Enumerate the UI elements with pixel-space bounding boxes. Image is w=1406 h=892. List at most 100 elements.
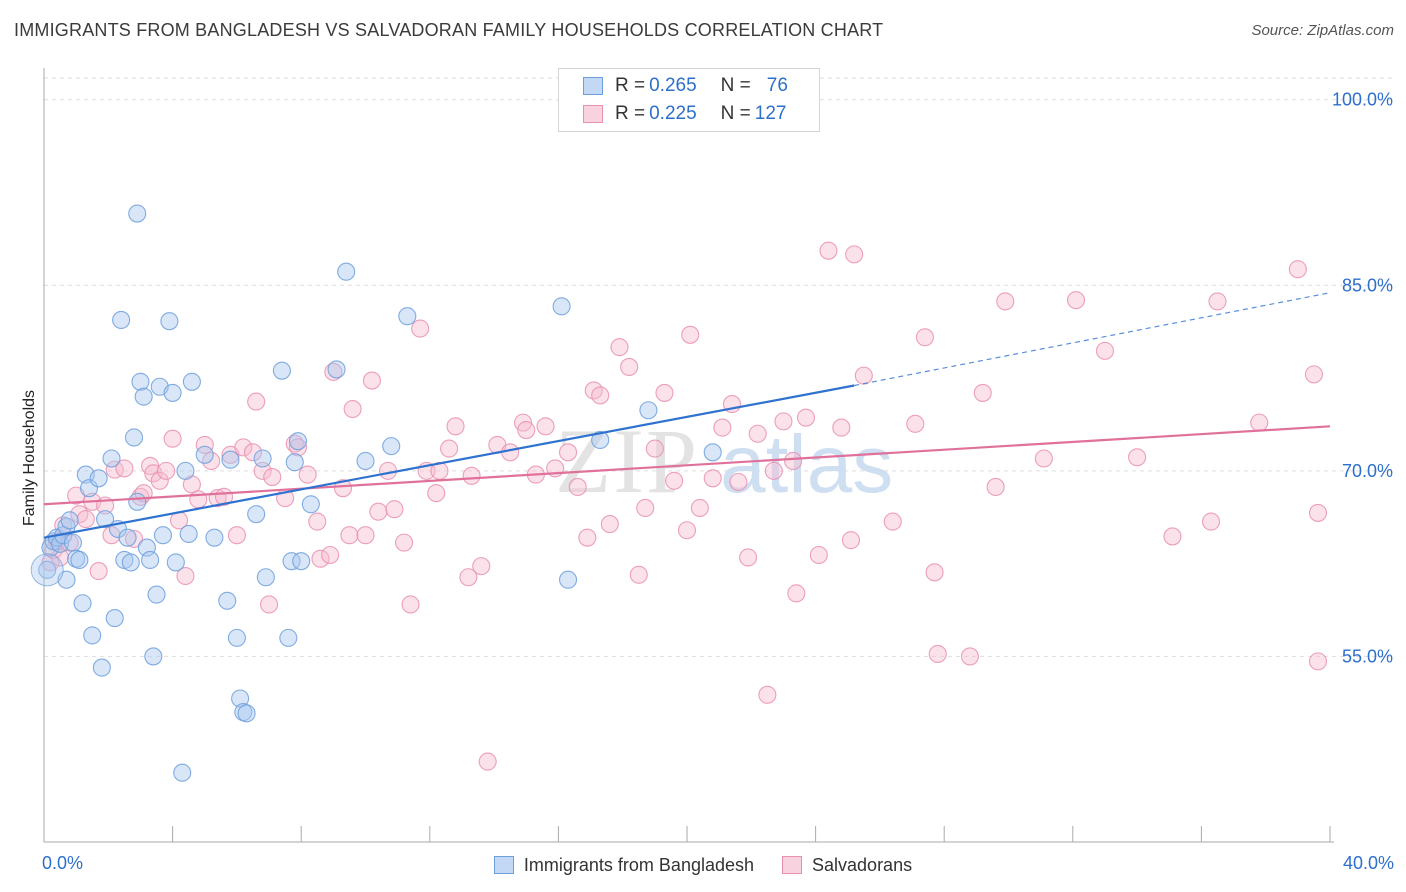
point-salvadorans: [150, 471, 169, 490]
point-bangladesh: [63, 533, 82, 552]
legend-row-salvadorans: R = 0.225 N = 127: [583, 102, 786, 126]
series-legend: Immigrants from Bangladesh Salvadorans: [0, 852, 1406, 878]
point-bangladesh: [288, 432, 308, 451]
point-bangladesh: [327, 360, 346, 379]
point-salvadorans: [395, 533, 414, 552]
point-salvadorans: [369, 502, 388, 521]
point-salvadorans: [703, 469, 722, 488]
point-bangladesh: [128, 492, 147, 511]
point-bangladesh: [703, 443, 722, 462]
point-bangladesh: [147, 585, 166, 604]
point-salvadorans: [928, 644, 947, 664]
point-salvadorans: [311, 549, 330, 568]
point-bangladesh: [292, 552, 311, 571]
point-bangladesh: [282, 552, 301, 571]
legend-swatch-pink: [583, 105, 603, 123]
point-bangladesh: [83, 626, 102, 645]
point-salvadorans: [321, 545, 340, 565]
point-salvadorans: [1208, 292, 1227, 311]
point-salvadorans: [234, 438, 253, 457]
point-bangladesh: [237, 704, 256, 723]
legend-n-label: N =: [720, 103, 751, 124]
point-salvadorans: [324, 362, 343, 381]
point-salvadorans: [195, 435, 214, 454]
point-bangladesh: [153, 526, 173, 545]
point-salvadorans: [854, 366, 873, 385]
point-bangladesh: [179, 524, 198, 544]
point-bangladesh: [195, 445, 214, 464]
point-bangladesh: [173, 763, 192, 782]
tick-labels: 100.0% 85.0% 70.0% 55.0%: [1332, 90, 1393, 667]
point-salvadorans: [620, 357, 639, 377]
point-bangladesh: [118, 528, 137, 547]
point-bangladesh: [301, 495, 320, 514]
point-salvadorans: [925, 563, 944, 582]
point-salvadorans: [1250, 413, 1269, 432]
watermark-zip: ZIP: [555, 410, 699, 512]
point-salvadorans: [906, 414, 925, 433]
point-salvadorans: [247, 392, 266, 411]
point-salvadorans: [1163, 527, 1182, 546]
legend-r-label: R =: [615, 75, 646, 96]
point-salvadorans: [1201, 512, 1221, 531]
point-salvadorans: [462, 466, 481, 485]
point-bangladesh: [144, 647, 163, 666]
point-salvadorans: [517, 420, 536, 440]
point-salvadorans: [960, 647, 979, 666]
point-salvadorans: [427, 484, 446, 503]
point-salvadorans: [105, 460, 124, 479]
point-salvadorans: [713, 418, 732, 437]
watermark-atlas: atlas: [720, 419, 893, 510]
point-salvadorans: [600, 515, 619, 534]
point-salvadorans: [1066, 291, 1086, 310]
point-salvadorans: [629, 565, 648, 584]
point-salvadorans: [163, 429, 182, 448]
point-salvadorans: [440, 439, 459, 458]
point-bangladesh: [337, 262, 356, 281]
trend-line-bangladesh: [43, 384, 855, 539]
point-bangladesh: [227, 628, 246, 647]
point-salvadorans: [677, 521, 697, 540]
legend-n-label: N =: [720, 75, 751, 96]
point-salvadorans: [411, 319, 430, 338]
point-salvadorans: [340, 526, 359, 545]
point-bangladesh: [134, 387, 153, 406]
point-salvadorans: [124, 529, 144, 548]
point-bangladesh: [253, 449, 272, 468]
point-bangladesh: [176, 461, 195, 480]
grid-layer: [44, 77, 1392, 657]
point-salvadorans: [51, 548, 70, 567]
point-salvadorans: [333, 479, 353, 498]
point-bangladesh: [160, 312, 179, 331]
point-bangladesh: [141, 550, 160, 569]
point-salvadorans: [568, 477, 587, 497]
point-salvadorans: [845, 245, 864, 264]
y-tick-label: 70.0%: [1342, 461, 1393, 481]
y-tick-label: 100.0%: [1332, 90, 1393, 110]
point-bangladesh-cluster: [30, 553, 64, 587]
point-bangladesh: [92, 658, 111, 677]
point-salvadorans: [645, 439, 664, 458]
source-label: Source: ZipAtlas.com: [1251, 22, 1394, 39]
point-salvadorans: [115, 459, 134, 478]
point-salvadorans: [298, 465, 317, 484]
point-bangladesh: [356, 451, 375, 471]
legend-swatch-pink: [782, 856, 803, 874]
x-tick-label-max: 40.0%: [1342, 853, 1394, 873]
point-salvadorans: [578, 528, 597, 547]
point-salvadorans: [610, 338, 629, 357]
point-bangladesh: [639, 401, 658, 420]
y-tick-label: 85.0%: [1342, 275, 1393, 295]
point-bangladesh: [285, 453, 304, 472]
point-salvadorans: [356, 526, 375, 545]
legend-item-salvadorans: Salvadorans: [782, 855, 912, 876]
point-salvadorans: [774, 412, 793, 431]
point-salvadorans: [1288, 260, 1307, 279]
watermark: ZIP atlas: [555, 410, 893, 512]
point-salvadorans: [832, 418, 851, 437]
point-salvadorans: [401, 595, 420, 614]
point-salvadorans: [986, 477, 1005, 497]
point-salvadorans: [446, 417, 465, 436]
point-salvadorans: [243, 443, 263, 462]
point-salvadorans: [655, 383, 674, 402]
